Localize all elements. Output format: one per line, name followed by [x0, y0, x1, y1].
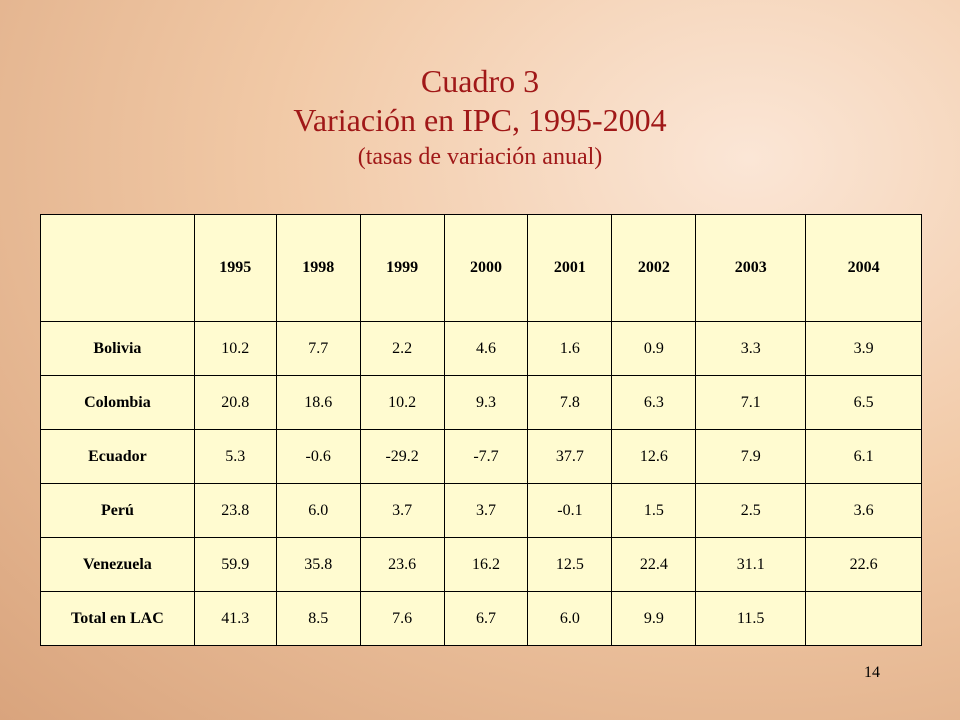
value-cell: -7.7: [443, 429, 529, 484]
year-header: 2002: [611, 214, 697, 322]
value-cell: 1.6: [527, 321, 613, 376]
value-cell: 7.1: [695, 375, 807, 430]
value-cell: 37.7: [527, 429, 613, 484]
value-cell: 35.8: [275, 537, 361, 592]
year-header: 1999: [359, 214, 445, 322]
value-cell: 20.8: [193, 375, 277, 430]
value-cell: 23.8: [193, 483, 277, 538]
value-cell: 6.3: [611, 375, 697, 430]
value-cell: 8.5: [275, 591, 361, 646]
slide-title: Cuadro 3 Variación en IPC, 1995-2004 (ta…: [0, 62, 960, 174]
value-cell: 6.0: [275, 483, 361, 538]
title-line-1: Cuadro 3: [420, 63, 540, 99]
year-header: 2003: [695, 214, 807, 322]
title-line-3: (tasas de variación anual): [357, 144, 603, 170]
value-cell: 5.3: [193, 429, 277, 484]
value-cell: 2.2: [359, 321, 445, 376]
country-label: Colombia: [40, 375, 195, 430]
value-cell: 23.6: [359, 537, 445, 592]
year-header: 2001: [527, 214, 613, 322]
country-label: Perú: [40, 483, 195, 538]
value-cell: 2.5: [695, 483, 807, 538]
value-cell: 18.6: [275, 375, 361, 430]
value-cell: 31.1: [695, 537, 807, 592]
title-line-2: Variación en IPC, 1995-2004: [293, 102, 667, 138]
value-cell: 7.9: [695, 429, 807, 484]
year-header: 1998: [275, 214, 361, 322]
table-row: Total en LAC 41.3 8.5 7.6 6.7 6.0 9.9 11.5: [40, 591, 922, 646]
value-cell: -0.6: [275, 429, 361, 484]
value-cell: 10.2: [193, 321, 277, 376]
year-header: 1995: [193, 214, 277, 322]
value-cell: 12.5: [527, 537, 613, 592]
country-label: Total en LAC: [40, 591, 195, 646]
value-cell: 7.7: [275, 321, 361, 376]
table-row: Venezuela 59.9 35.8 23.6 16.2 12.5 22.4 31.1 22.…: [40, 537, 922, 592]
country-label: Venezuela: [40, 537, 195, 592]
page-number: 14: [864, 664, 880, 681]
value-cell: 0.9: [611, 321, 697, 376]
value-cell: 9.9: [611, 591, 697, 646]
value-cell: -29.2: [359, 429, 445, 484]
value-cell: 3.6: [805, 483, 922, 538]
value-cell: 1.5: [611, 483, 697, 538]
value-cell: [805, 591, 922, 646]
value-cell: 4.6: [443, 321, 529, 376]
country-label: Bolivia: [40, 321, 195, 376]
value-cell: -0.1: [527, 483, 613, 538]
value-cell: 9.3: [443, 375, 529, 430]
table-row: Perú 23.8 6.0 3.7 3.7 -0.1 1.5 2.5 3.6: [40, 483, 922, 538]
table-row: Ecuador 5.3 -0.6 -29.2 -7.7 37.7 12.6 7.9 6.1: [40, 429, 922, 484]
year-header: 2004: [805, 214, 922, 322]
value-cell: 6.7: [443, 591, 529, 646]
year-header: 2000: [443, 214, 529, 322]
value-cell: 10.2: [359, 375, 445, 430]
table-row: Colombia 20.8 18.6 10.2 9.3 7.8 6.3 7.1 6.5: [40, 375, 922, 430]
value-cell: 7.8: [527, 375, 613, 430]
value-cell: 6.0: [527, 591, 613, 646]
value-cell: 22.4: [611, 537, 697, 592]
value-cell: 3.7: [443, 483, 529, 538]
table-row: Bolivia 10.2 7.7 2.2 4.6 1.6 0.9 3.3 3.9: [40, 321, 922, 376]
corner-cell: [40, 214, 195, 322]
value-cell: 6.1: [805, 429, 922, 484]
value-cell: 11.5: [695, 591, 807, 646]
country-label: Ecuador: [40, 429, 195, 484]
value-cell: 41.3: [193, 591, 277, 646]
cpi-table: 1995 1998 1999 2000 2001 2002 2003 2004 …: [40, 214, 922, 646]
value-cell: 7.6: [359, 591, 445, 646]
value-cell: 59.9: [193, 537, 277, 592]
value-cell: 3.3: [695, 321, 807, 376]
value-cell: 3.9: [805, 321, 922, 376]
value-cell: 3.7: [359, 483, 445, 538]
value-cell: 12.6: [611, 429, 697, 484]
value-cell: 22.6: [805, 537, 922, 592]
header-row: 1995 1998 1999 2000 2001 2002 2003 2004: [40, 214, 922, 322]
value-cell: 16.2: [443, 537, 529, 592]
value-cell: 6.5: [805, 375, 922, 430]
